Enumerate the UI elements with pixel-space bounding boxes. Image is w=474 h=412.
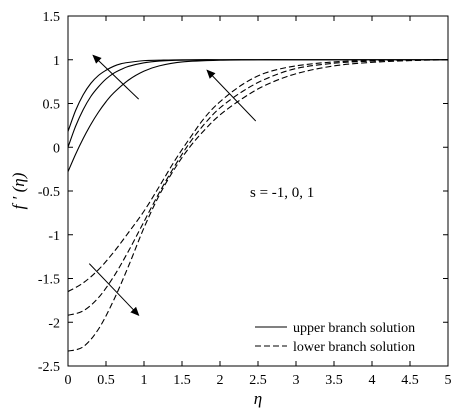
lower-branch-line-6 xyxy=(67,59,449,352)
y-tick-label: -1.5 xyxy=(38,273,60,288)
legend-upper-label: upper branch solution xyxy=(293,321,415,336)
y-tick-label: -2 xyxy=(48,316,60,331)
x-tick-label: 1.5 xyxy=(173,373,191,388)
y-tick-label: -2.5 xyxy=(38,360,60,375)
x-tick-label: 3 xyxy=(293,373,300,388)
x-tick-label: 3.5 xyxy=(325,373,343,388)
x-tick-label: 2.5 xyxy=(249,373,267,388)
y-tick-label: 0.5 xyxy=(43,98,61,113)
y-tick-label: -1 xyxy=(48,229,60,244)
y-tick-label: -0.5 xyxy=(38,185,60,200)
x-axis-ticks: 0 0.5 1 1.5 2 2.5 3 3.5 4 4.5 5 xyxy=(65,16,452,388)
series-lines xyxy=(67,59,449,352)
parameter-annotation: s = -1, 0, 1 xyxy=(250,185,314,201)
lower-branch-line-4 xyxy=(67,59,449,293)
x-tick-label: 4 xyxy=(369,373,376,388)
x-tick-label: 4.5 xyxy=(401,373,419,388)
legend: upper branch solution lower branch solut… xyxy=(255,321,415,355)
y-axis-label: f ′ (η) xyxy=(9,172,28,209)
x-tick-label: 2 xyxy=(217,373,224,388)
upper-branch-line-2 xyxy=(67,59,448,148)
upper-branch-line-1 xyxy=(67,59,448,132)
y-tick-label: 1.5 xyxy=(43,10,61,25)
x-tick-label: 1 xyxy=(141,373,148,388)
x-tick-label: 0 xyxy=(65,373,72,388)
x-tick-label: 0.5 xyxy=(97,373,115,388)
upper-branch-line-3 xyxy=(67,59,448,172)
annotation-arrows xyxy=(88,54,257,316)
y-axis-ticks: 1.5 1 0.5 0 -0.5 -1 -1.5 -2 -2.5 xyxy=(38,10,448,375)
trend-arrow xyxy=(88,263,140,316)
y-tick-label: 1 xyxy=(53,54,60,69)
lower-branch-line-5 xyxy=(67,59,449,316)
legend-lower-label: lower branch solution xyxy=(293,340,415,355)
trend-arrow xyxy=(206,69,257,122)
x-axis-label: η xyxy=(254,389,262,408)
y-tick-label: 0 xyxy=(53,141,60,156)
trend-arrow xyxy=(92,54,140,100)
x-tick-label: 5 xyxy=(445,373,452,388)
